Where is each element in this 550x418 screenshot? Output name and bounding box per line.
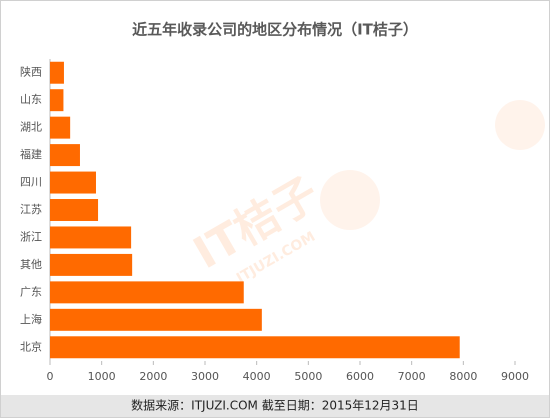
footer-band bbox=[1, 395, 549, 417]
x-tick-label: 6000 bbox=[346, 370, 374, 383]
x-tick-label: 8000 bbox=[449, 370, 477, 383]
x-tick-label: 1000 bbox=[88, 370, 116, 383]
x-tick-label: 9000 bbox=[501, 370, 529, 383]
bar bbox=[50, 281, 244, 304]
bar bbox=[50, 308, 262, 331]
y-tick-label: 江苏 bbox=[20, 203, 42, 216]
chart-title: 近五年收录公司的地区分布情况（IT桔子） bbox=[132, 21, 418, 39]
y-tick-label: 福建 bbox=[20, 147, 42, 161]
watermark-logo bbox=[320, 170, 380, 230]
y-tick-label: 广东 bbox=[20, 285, 42, 298]
y-tick-label: 其他 bbox=[20, 258, 42, 271]
bar bbox=[50, 199, 99, 221]
x-tick-label: 5000 bbox=[294, 370, 322, 383]
bar bbox=[50, 171, 96, 194]
y-tick-label: 北京 bbox=[20, 339, 42, 353]
y-tick-label: 陕西 bbox=[20, 65, 42, 79]
x-tick-label: 4000 bbox=[243, 370, 271, 383]
y-tick-label: 浙江 bbox=[20, 230, 42, 243]
bar bbox=[50, 116, 71, 139]
bar bbox=[50, 61, 64, 84]
bar bbox=[50, 226, 132, 249]
y-tick-label: 四川 bbox=[20, 176, 42, 189]
x-tick-label: 7000 bbox=[398, 370, 426, 383]
bar bbox=[50, 89, 64, 112]
y-tick-label: 山东 bbox=[20, 93, 42, 106]
bar bbox=[50, 336, 460, 359]
watermark-logo bbox=[495, 100, 545, 150]
y-tick-label: 上海 bbox=[20, 312, 42, 326]
bar bbox=[50, 144, 80, 167]
bar bbox=[50, 253, 133, 276]
source: 数据来源：ITJUZI.COM 截至日期：2015年12月31日 bbox=[131, 398, 419, 413]
y-tick-label: 湖北 bbox=[20, 121, 42, 134]
x-tick-label: 0 bbox=[47, 370, 54, 383]
x-tick-label: 2000 bbox=[139, 370, 167, 383]
x-tick-label: 3000 bbox=[191, 370, 219, 383]
